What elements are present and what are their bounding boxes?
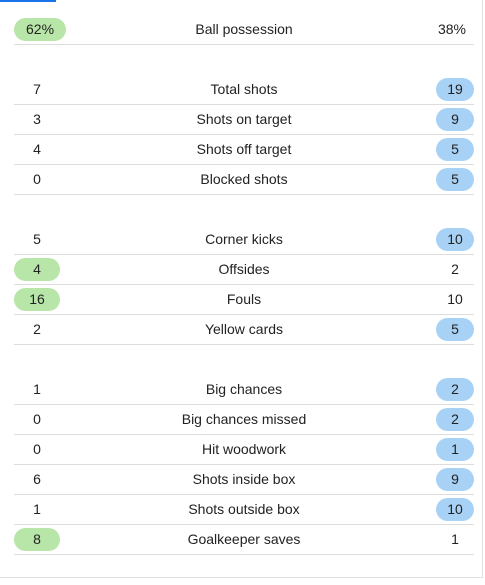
home-value: 1 (33, 381, 41, 397)
home-value: 4 (33, 141, 41, 157)
away-value: 38% (437, 21, 466, 37)
away-value: 10 (436, 228, 474, 251)
stat-row: Shots on target 3 9 (14, 105, 474, 135)
stats-group: Big chances 1 2 Big chances missed 0 2 Hit woo… (14, 375, 474, 555)
away-value: 2 (436, 378, 474, 401)
stat-row: Yellow cards 2 5 (14, 315, 474, 345)
stat-row: Big chances missed 0 2 (14, 405, 474, 435)
stat-label: Big chances (205, 381, 283, 397)
stat-label: Shots inside box (192, 471, 296, 487)
away-value: 10 (436, 498, 474, 521)
stat-label: Yellow cards (204, 321, 284, 337)
away-value: 5 (436, 138, 474, 161)
stat-label: Hit woodwork (201, 441, 287, 457)
home-value: 0 (33, 441, 41, 457)
stat-row: Shots outside box 1 10 (14, 495, 474, 525)
away-value: 1 (436, 438, 474, 461)
away-value: 5 (436, 318, 474, 341)
stat-row: Corner kicks 5 10 (14, 225, 474, 255)
away-value: 1 (451, 531, 459, 547)
home-value: 6 (33, 471, 41, 487)
stat-label: Shots off target (196, 141, 292, 157)
stats-group: Ball possession 62% 38% (14, 15, 474, 45)
stats-groups: Ball possession 62% 38% Total shots 7 19 Shots… (14, 15, 474, 585)
away-value: 10 (447, 291, 463, 307)
stat-label: Total shots (210, 81, 278, 97)
stat-row: Total shots 7 19 (14, 75, 474, 105)
stat-row: Big chances 1 2 (14, 375, 474, 405)
home-value: 0 (33, 171, 41, 187)
stat-row: Ball possession 62% 38% (14, 15, 474, 45)
home-value: 16 (14, 288, 60, 311)
home-value: 62% (14, 18, 67, 41)
home-value: 2 (33, 321, 41, 337)
home-value: 7 (33, 81, 41, 97)
stat-row: Goalkeeper saves 8 1 (14, 525, 474, 555)
stat-row: Shots off target 4 5 (14, 135, 474, 165)
home-value: 3 (33, 111, 41, 127)
stat-label: Big chances missed (181, 411, 307, 427)
away-value: 9 (436, 468, 474, 491)
home-value: 5 (33, 231, 41, 247)
home-value: 4 (14, 258, 60, 281)
stat-row: Offsides 4 2 (14, 255, 474, 285)
home-value: 8 (14, 528, 60, 551)
stat-label: Goalkeeper saves (187, 531, 301, 547)
stat-row: Blocked shots 0 5 (14, 165, 474, 195)
home-value: 1 (33, 501, 41, 517)
stat-label: Shots outside box (188, 501, 300, 517)
away-value: 9 (436, 108, 474, 131)
stat-label: Ball possession (195, 21, 293, 37)
home-value: 0 (33, 411, 41, 427)
stat-label: Offsides (218, 261, 270, 277)
away-value: 5 (436, 168, 474, 191)
away-value: 2 (451, 261, 459, 277)
stat-label: Blocked shots (200, 171, 288, 187)
stat-row: Hit woodwork 0 1 (14, 435, 474, 465)
away-value: 2 (436, 408, 474, 431)
stat-row: Shots inside box 6 9 (14, 465, 474, 495)
top-accent-bar (0, 0, 56, 2)
stat-label: Corner kicks (205, 231, 283, 247)
stats-group: Corner kicks 5 10 Offsides 4 2 Fouls 16 10 Yellow… (14, 225, 474, 345)
stat-label: Fouls (226, 291, 262, 307)
stats-group: Total shots 7 19 Shots on target 3 9 Shots off… (14, 75, 474, 195)
stat-row: Fouls 16 10 (14, 285, 474, 315)
away-value: 19 (436, 78, 474, 101)
stat-label: Shots on target (196, 111, 292, 127)
